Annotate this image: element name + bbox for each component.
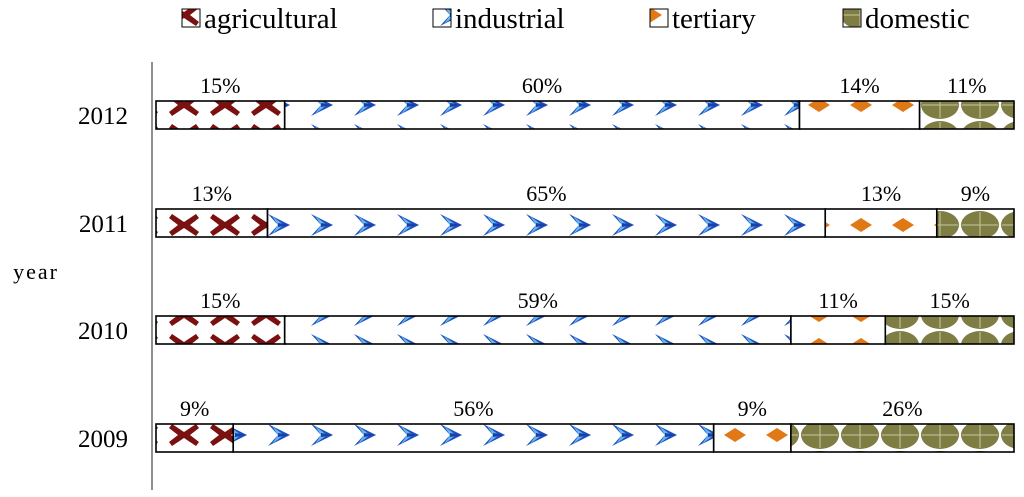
bar-domestic-2010 bbox=[884, 315, 1015, 345]
data-label-tertiary-2012: 14% bbox=[839, 73, 879, 98]
bar-tertiary-2010 bbox=[790, 315, 887, 345]
legend: agricultural industrial tertiary domestic bbox=[181, 3, 970, 35]
bar-industrial-2009 bbox=[232, 423, 715, 453]
y-tick-2011: 2011 bbox=[79, 211, 128, 238]
data-label-industrial-2010: 59% bbox=[518, 288, 558, 313]
legend-label-industrial: industrial bbox=[455, 3, 565, 35]
data-label-industrial-2012: 60% bbox=[522, 73, 562, 98]
bar-industrial-2011 bbox=[266, 208, 827, 238]
bar-agricultural-2010 bbox=[155, 315, 286, 345]
legend-label-agricultural: agricultural bbox=[204, 3, 338, 35]
bar-domestic-2011 bbox=[935, 208, 1015, 238]
y-axis-title: year bbox=[13, 259, 59, 284]
data-label-domestic-2010: 15% bbox=[929, 288, 969, 313]
legend-label-domestic: domestic bbox=[865, 3, 970, 35]
legend-item-industrial: industrial bbox=[432, 3, 565, 35]
y-tick-labels: 2012 2011 2010 2009 bbox=[78, 103, 128, 453]
data-label-agricultural-2009: 9% bbox=[180, 396, 209, 421]
data-label-tertiary-2011: 13% bbox=[861, 181, 901, 206]
bar-agricultural-2009 bbox=[155, 423, 235, 453]
bar-tertiary-2011 bbox=[824, 208, 938, 238]
data-label-domestic-2009: 26% bbox=[882, 396, 922, 421]
legend-swatch-domestic bbox=[842, 8, 862, 28]
data-label-domestic-2011: 9% bbox=[961, 181, 990, 206]
data-label-agricultural-2011: 13% bbox=[192, 181, 232, 206]
data-label-tertiary-2010: 11% bbox=[818, 288, 858, 313]
data-label-industrial-2011: 65% bbox=[526, 181, 566, 206]
y-tick-2009: 2009 bbox=[78, 426, 128, 453]
bar-domestic-2012 bbox=[918, 100, 1015, 130]
data-label-agricultural-2010: 15% bbox=[200, 288, 240, 313]
legend-item-domestic: domestic bbox=[842, 3, 970, 35]
y-tick-2012: 2012 bbox=[78, 103, 128, 130]
legend-swatch-industrial bbox=[432, 8, 452, 28]
bar-agricultural-2011 bbox=[155, 208, 269, 238]
data-label-industrial-2009: 56% bbox=[453, 396, 493, 421]
data-labels: 15% 60% 14% 11% 13% 65% 13% 9% 15% 59% 11% 15% 9% 56%… bbox=[180, 73, 990, 421]
legend-swatch-agricultural bbox=[181, 8, 201, 28]
bar-domestic-2009 bbox=[790, 423, 1015, 453]
bar-tertiary-2009 bbox=[712, 423, 792, 453]
data-label-agricultural-2012: 15% bbox=[200, 73, 240, 98]
y-tick-2010: 2010 bbox=[78, 318, 128, 345]
legend-swatch-tertiary bbox=[649, 8, 669, 28]
bar-stacks bbox=[155, 100, 1015, 453]
legend-item-tertiary: tertiary bbox=[649, 3, 756, 35]
data-label-domestic-2012: 11% bbox=[947, 73, 987, 98]
bar-industrial-2012 bbox=[283, 100, 801, 130]
legend-item-agricultural: agricultural bbox=[181, 3, 338, 35]
bar-agricultural-2012 bbox=[155, 100, 286, 130]
bar-industrial-2010 bbox=[283, 315, 792, 345]
data-label-tertiary-2009: 9% bbox=[738, 396, 767, 421]
bar-tertiary-2012 bbox=[798, 100, 921, 130]
legend-label-tertiary: tertiary bbox=[672, 3, 756, 35]
